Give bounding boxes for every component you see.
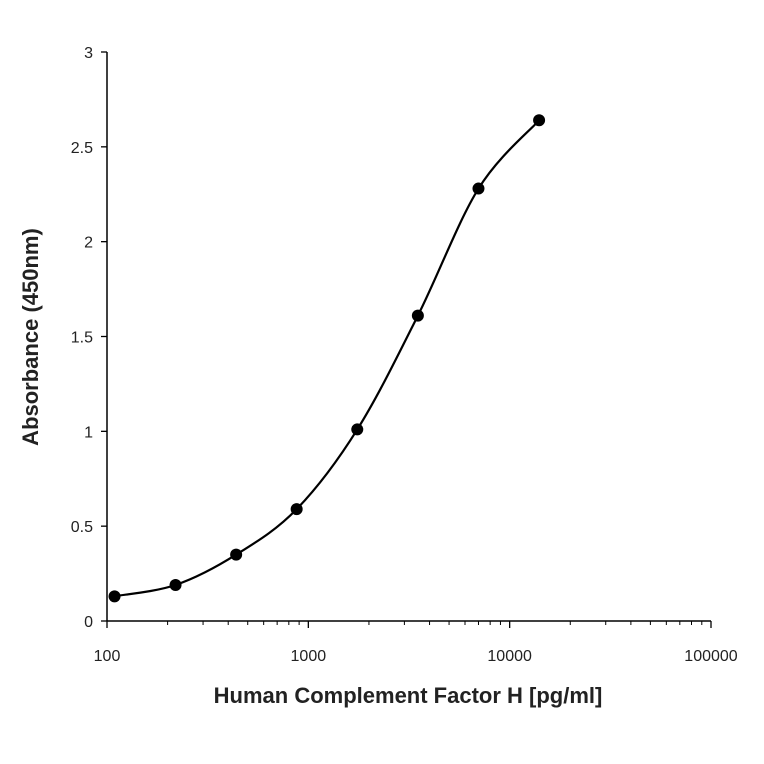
x-tick-label: 10000 xyxy=(487,648,532,665)
data-points xyxy=(108,114,546,603)
y-tick-label: 1 xyxy=(84,424,93,441)
data-point xyxy=(108,590,121,603)
fitted-curve xyxy=(114,119,540,598)
x-axis-title: Human Complement Factor H [pg/ml] xyxy=(214,683,603,708)
y-tick-label: 0 xyxy=(84,614,93,631)
ticks: 0 0.5 1 1.5 2 2.5 3 100 1000 10000 100000 xyxy=(71,45,738,665)
y-tick-label: 0.5 xyxy=(71,519,93,536)
data-point xyxy=(230,548,243,561)
y-tick-label: 1.5 xyxy=(71,330,93,347)
x-tick-label: 100000 xyxy=(684,648,737,665)
data-point xyxy=(169,578,182,591)
axes xyxy=(106,52,711,622)
data-point xyxy=(411,309,424,322)
curve-line xyxy=(114,119,540,598)
x-tick-label: 100 xyxy=(94,648,121,665)
data-point xyxy=(351,423,364,436)
y-tick-label: 3 xyxy=(84,45,93,62)
data-point xyxy=(472,182,485,195)
y-tick-label: 2.5 xyxy=(71,140,93,157)
x-tick-label: 1000 xyxy=(291,648,327,665)
data-point xyxy=(290,503,303,516)
data-point xyxy=(533,114,546,127)
y-axis-title: Absorbance (450nm) xyxy=(18,228,43,446)
y-tick-label: 2 xyxy=(84,235,93,252)
